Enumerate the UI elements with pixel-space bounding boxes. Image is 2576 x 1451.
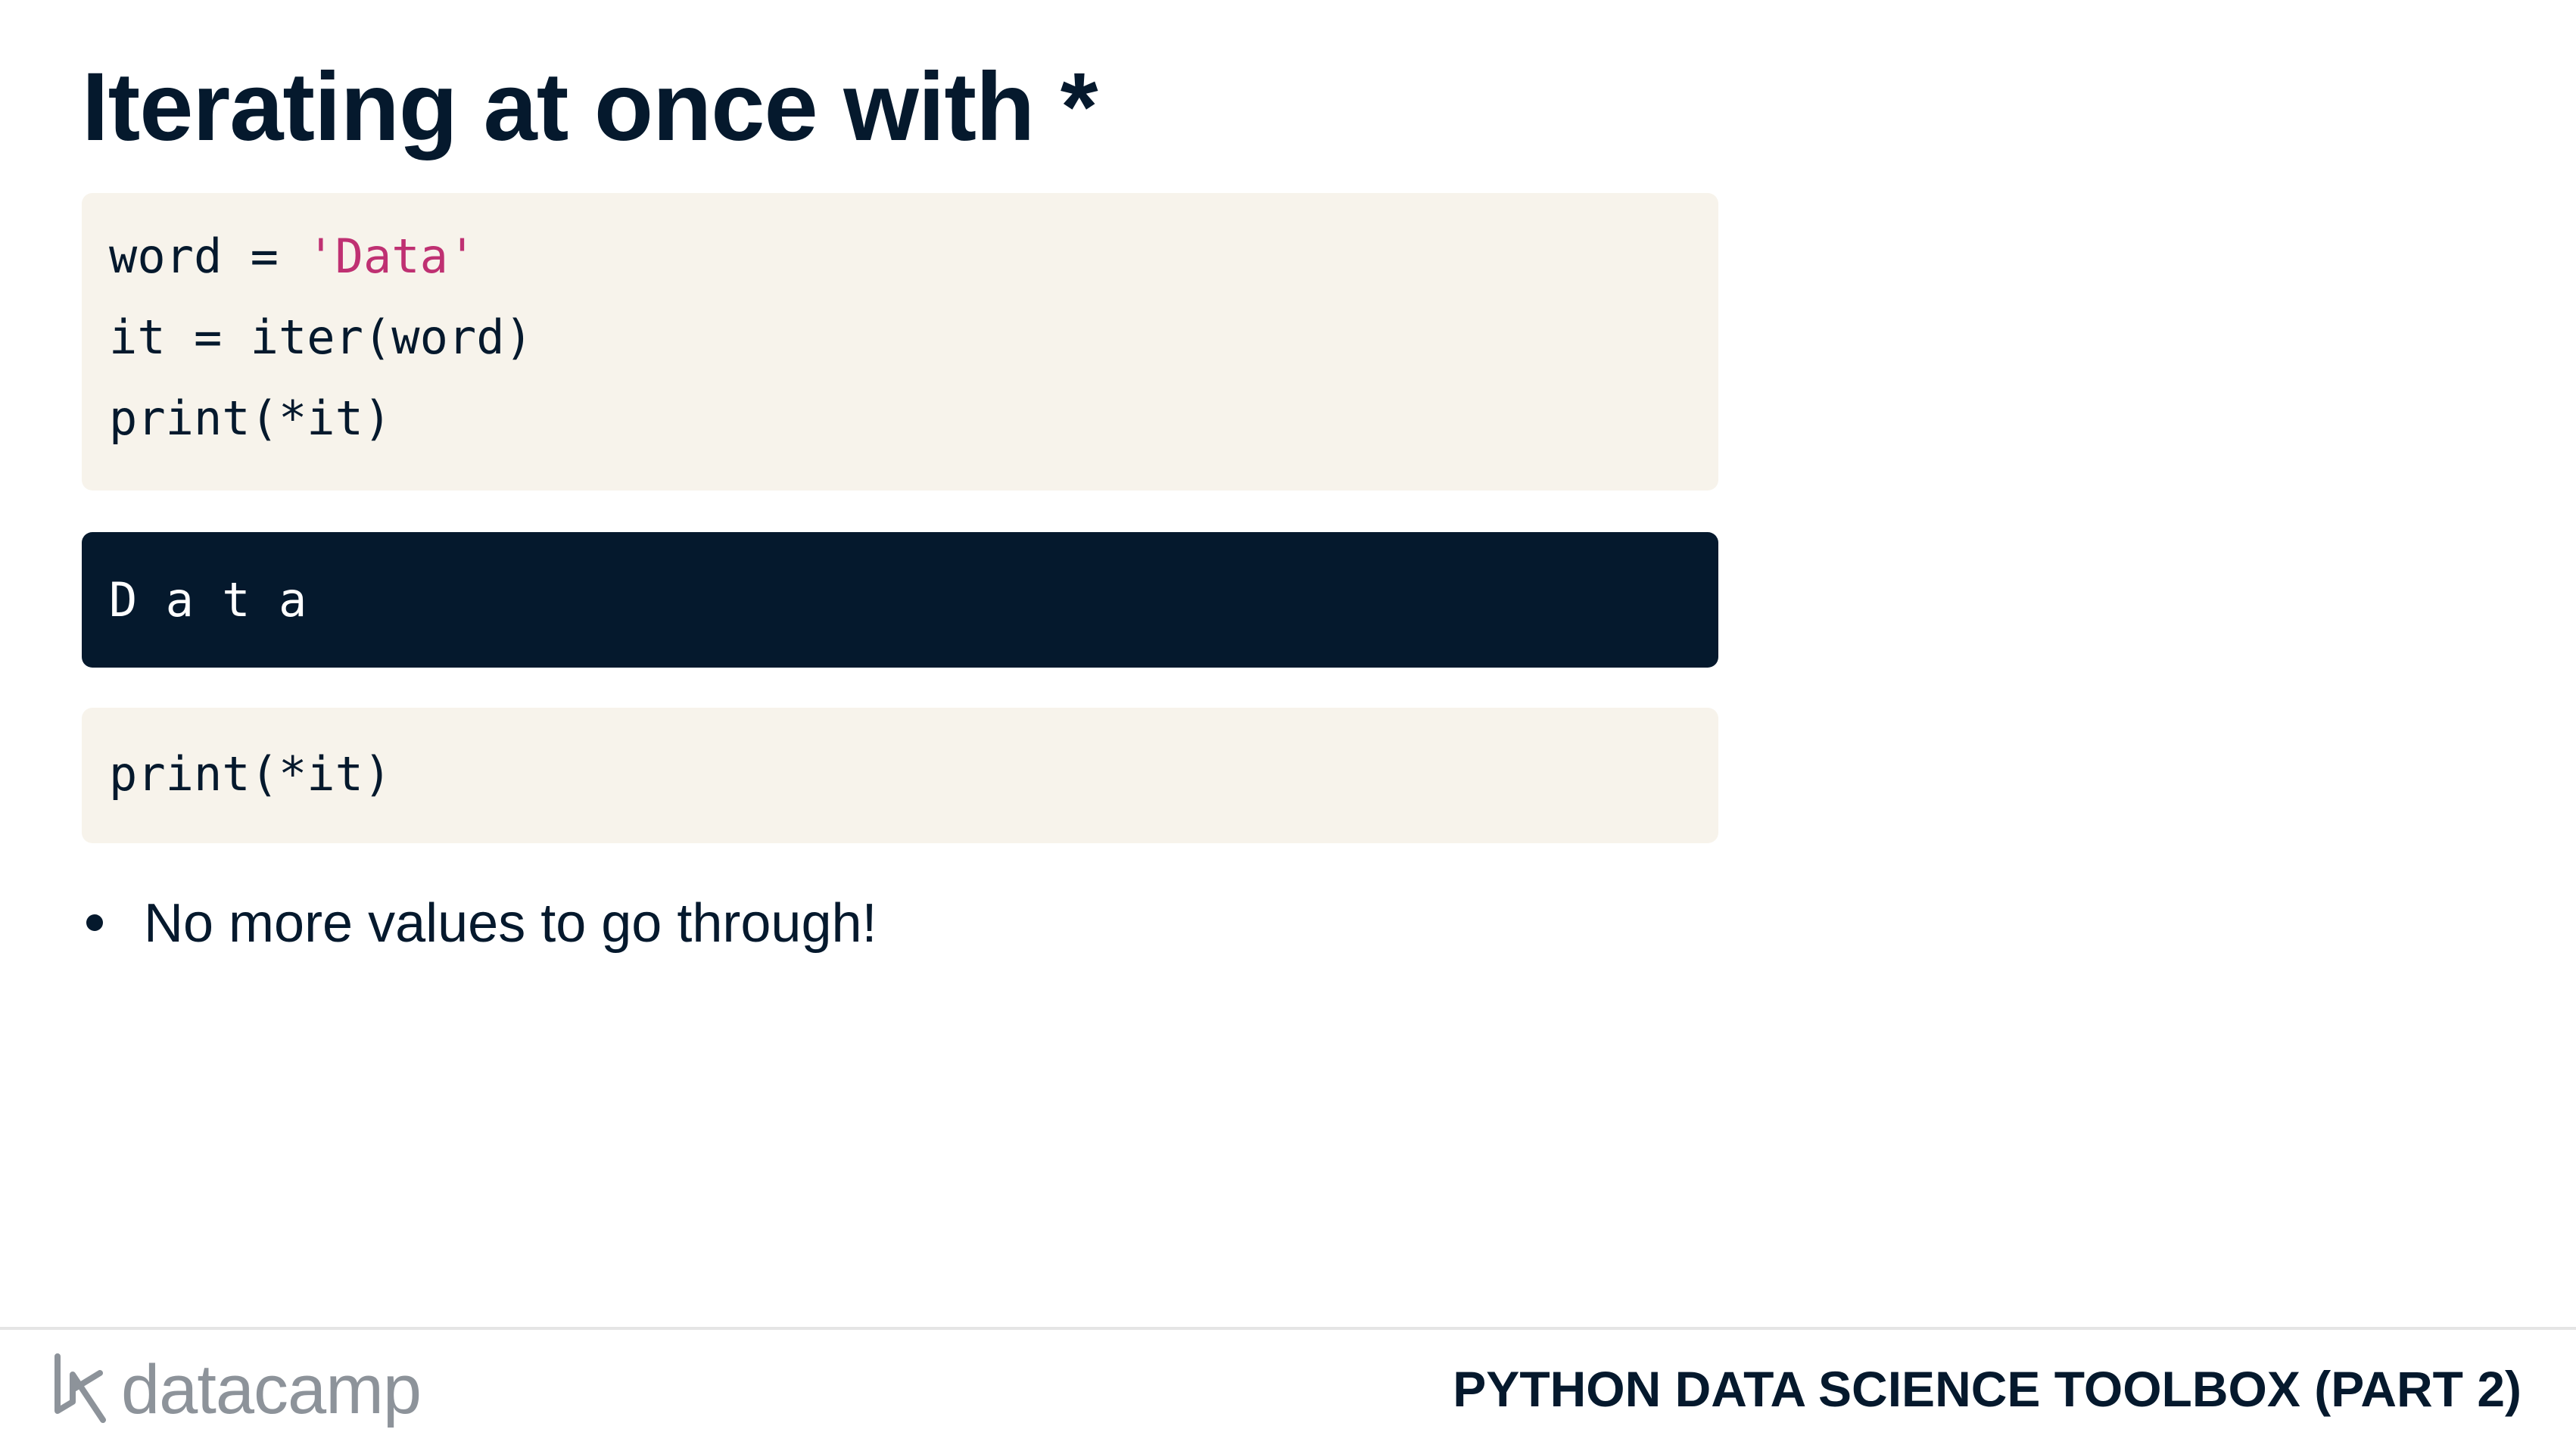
code-line: print(*it) bbox=[109, 378, 1691, 459]
datacamp-mark-icon bbox=[55, 1353, 106, 1423]
footer-divider bbox=[0, 1327, 2576, 1330]
bullet-item: No more values to go through! bbox=[82, 878, 877, 969]
code-text: print(*it) bbox=[109, 746, 392, 802]
code-line: word = 'Data' bbox=[109, 216, 1691, 297]
logo-wordmark: datacamp bbox=[121, 1351, 422, 1428]
code-text: it = iter(word) bbox=[109, 310, 533, 365]
code-output-block: D a t a bbox=[82, 532, 1718, 668]
code-text: print(*it) bbox=[109, 391, 392, 446]
bullet-list: No more values to go through! bbox=[82, 878, 877, 969]
course-title: PYTHON DATA SCIENCE TOOLBOX (PART 2) bbox=[1453, 1361, 2521, 1417]
code-block-input-second: print(*it) bbox=[82, 708, 1718, 843]
bullet-text: No more values to go through! bbox=[144, 893, 877, 954]
code-line: it = iter(word) bbox=[109, 297, 1691, 378]
slide-title: Iterating at once with * bbox=[82, 53, 1098, 161]
bullet-dot-icon bbox=[86, 914, 103, 931]
code-text: word = bbox=[109, 229, 307, 284]
code-string-literal: 'Data' bbox=[307, 229, 477, 284]
code-block-input: word = 'Data' it = iter(word) print(*it) bbox=[82, 193, 1718, 490]
code-line: print(*it) bbox=[109, 733, 1691, 814]
datacamp-logo: datacamp bbox=[53, 1351, 422, 1428]
